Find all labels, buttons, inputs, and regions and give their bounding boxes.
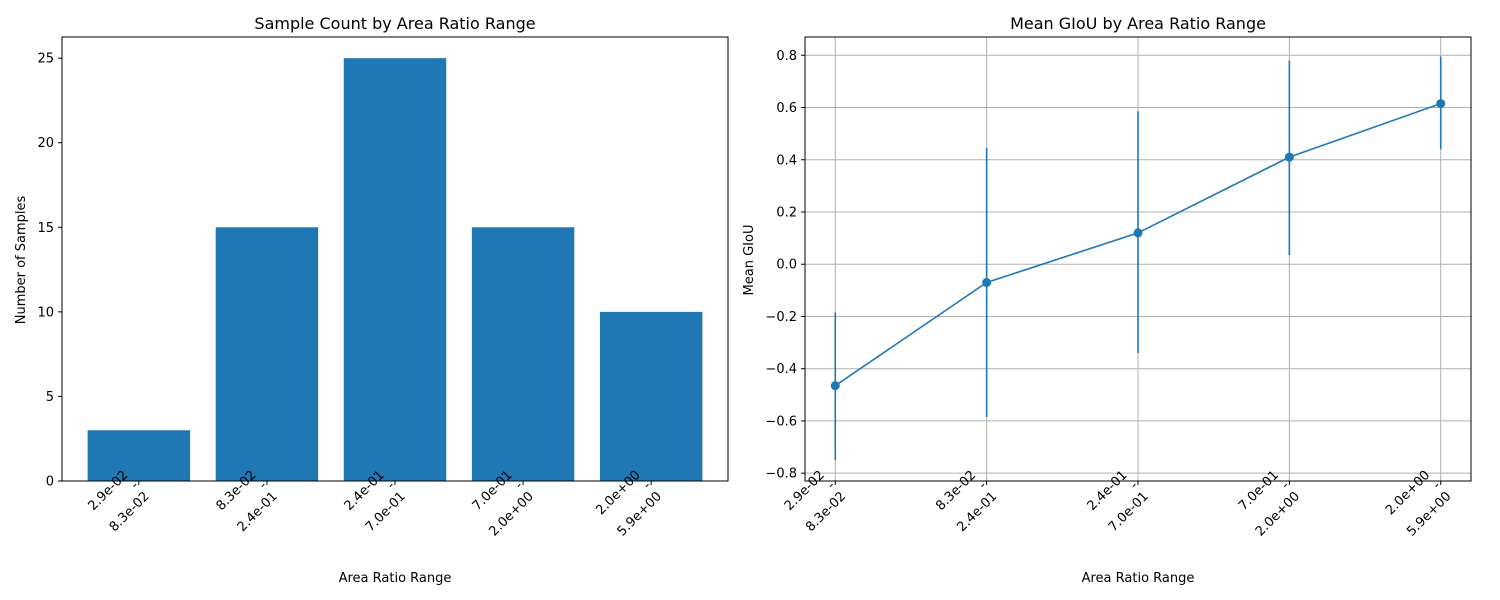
series-line <box>830 56 1446 461</box>
y-tick-label: −0.6 <box>765 414 797 429</box>
data-point <box>1284 152 1294 162</box>
data-point <box>830 381 840 391</box>
x-axis-label: Area Ratio Range <box>1082 571 1195 586</box>
y-tick-label: 0 <box>46 475 54 490</box>
y-tick-label: 0.8 <box>776 49 797 64</box>
bar <box>87 430 191 481</box>
bar <box>343 58 447 481</box>
y-tick-label: 0.0 <box>776 258 797 273</box>
y-axis-label: Number of Samples <box>14 196 29 325</box>
y-tick-label: −0.8 <box>765 467 797 482</box>
y-tick-label: 10 <box>37 305 54 320</box>
y-tick-label: −0.4 <box>765 362 797 377</box>
y-tick-label: 15 <box>37 221 54 236</box>
y-tick-label: 0.4 <box>776 153 797 168</box>
y-tick-label: 5 <box>46 390 54 405</box>
y-ticks: 0 5 10 15 20 25 <box>37 52 62 490</box>
y-tick-label: 0.6 <box>776 101 797 116</box>
data-point <box>1436 99 1446 109</box>
data-point <box>1133 228 1143 238</box>
chart-title: Sample Count by Area Ratio Range <box>254 14 535 33</box>
chart-title: Mean GIoU by Area Ratio Range <box>1010 14 1266 33</box>
bar <box>215 227 319 481</box>
y-tick-label: 25 <box>37 52 54 67</box>
y-tick-label: 0.2 <box>776 205 797 220</box>
data-point <box>982 278 992 288</box>
bar <box>471 227 575 481</box>
x-ticks: 2.9e-02-8.3e-02 8.3e-02-2.4e-01 2.4e-01-7.… <box>782 468 1455 539</box>
y-axis-label: Mean GIoU <box>742 225 757 296</box>
y-tick-label: 20 <box>37 136 54 151</box>
y-tick-label: −0.2 <box>765 310 797 325</box>
x-axis-label: Area Ratio Range <box>339 571 452 586</box>
y-ticks: −0.8 −0.6 −0.4 −0.2 0.0 0.2 0.4 0.6 0.8 <box>765 49 805 482</box>
sample-count-bar-chart: Sample Count by Area Ratio Range Area Ra… <box>14 14 729 586</box>
mean-giou-line-chart: Mean GIoU by Area Ratio Range Area Ratio… <box>742 14 1472 586</box>
bars <box>87 58 703 481</box>
bar <box>599 311 703 481</box>
